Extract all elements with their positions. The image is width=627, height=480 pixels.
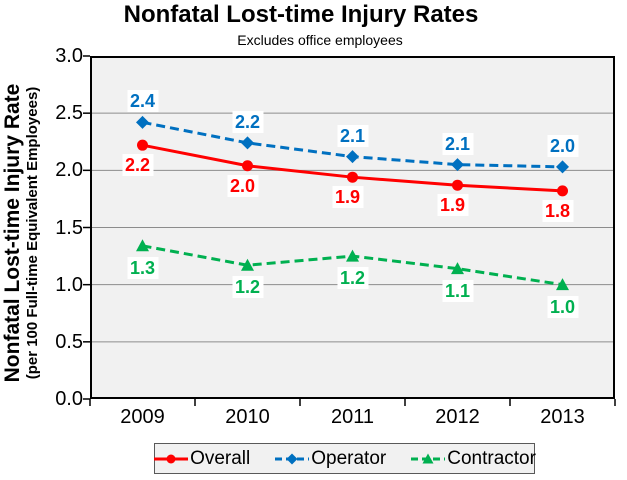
plot-frame (90, 56, 615, 399)
x-tick-label: 2011 (330, 406, 374, 428)
circle-marker (242, 160, 253, 172)
legend: Overall Operator Contractor (153, 443, 536, 474)
y-tick-label: 1.0 (55, 273, 83, 296)
legend-item-contractor: Contractor (410, 448, 536, 470)
chart-subtitle: Excludes office employees (237, 32, 403, 48)
legend-diamond-swatch-icon (275, 453, 310, 464)
data-label-overall: 1.9 (331, 186, 364, 209)
circle-marker (137, 139, 148, 151)
circle-marker (166, 454, 176, 463)
data-label-operator: 2.2 (231, 110, 264, 133)
chart-title: Nonfatal Lost-time Injury Rates (123, 1, 479, 28)
x-tick-label: 2013 (540, 406, 585, 428)
legend-label: Overall (190, 447, 251, 469)
x-tick-label: 2009 (120, 406, 165, 428)
diamond-marker (286, 453, 298, 464)
triangle-marker (422, 453, 434, 463)
legend-item-overall: Overall (153, 448, 250, 470)
data-label-contractor: 1.2 (231, 276, 264, 299)
diamond-marker (556, 160, 569, 174)
legend-label: Contractor (447, 447, 536, 469)
y-tick-label: 0.5 (55, 330, 83, 353)
y-tick-label: 2.5 (55, 102, 83, 125)
triangle-marker (556, 278, 569, 291)
data-label-overall: 2.0 (226, 174, 259, 197)
data-label-operator: 2.0 (546, 134, 579, 157)
data-label-operator: 2.1 (441, 132, 474, 155)
diamond-marker (241, 136, 254, 150)
data-label-overall: 2.2 (121, 154, 154, 177)
diamond-marker (136, 115, 149, 129)
y-tick-label: 2.0 (55, 159, 83, 182)
triangle-marker (451, 262, 464, 275)
circle-marker (452, 179, 463, 191)
data-label-contractor: 1.3 (126, 256, 159, 279)
x-tick-label: 2012 (435, 406, 480, 428)
legend-item-operator: Operator (274, 448, 386, 470)
circle-marker (347, 171, 358, 183)
data-label-contractor: 1.2 (336, 267, 369, 290)
triangle-marker (346, 249, 359, 262)
data-label-overall: 1.8 (541, 199, 574, 222)
data-label-contractor: 1.1 (441, 279, 474, 302)
triangle-marker (136, 239, 149, 252)
diamond-marker (451, 158, 464, 172)
data-label-operator: 2.4 (126, 90, 159, 113)
y-tick-label: 0.0 (55, 388, 83, 410)
legend-circle-swatch-icon (154, 454, 189, 463)
diamond-marker (346, 150, 359, 164)
legend-triangle-swatch-icon (411, 453, 446, 463)
data-label-contractor: 1.0 (546, 295, 579, 318)
triangle-marker (241, 258, 254, 271)
data-label-operator: 2.1 (336, 124, 369, 147)
y-tick-label: 1.5 (55, 216, 83, 239)
circle-marker (557, 185, 568, 197)
data-label-overall: 1.9 (436, 194, 469, 217)
x-tick-label: 2010 (225, 406, 270, 428)
legend-label: Operator (311, 447, 387, 469)
y-tick-label: 3.0 (55, 45, 83, 67)
